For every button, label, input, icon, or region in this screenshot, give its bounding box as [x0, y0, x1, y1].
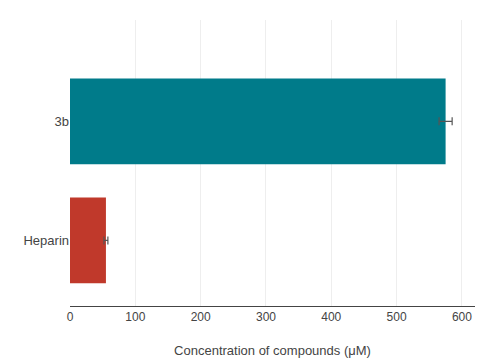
svg-text:500: 500 — [387, 310, 407, 324]
svg-text:200: 200 — [191, 310, 211, 324]
svg-text:400: 400 — [321, 310, 341, 324]
svg-text:300: 300 — [256, 310, 276, 324]
svg-text:100: 100 — [125, 310, 145, 324]
svg-text:0: 0 — [67, 310, 74, 324]
svg-text:Heparin: Heparin — [23, 233, 69, 248]
svg-text:3b: 3b — [55, 114, 69, 129]
svg-text:Concentration of compounds (μM: Concentration of compounds (μM) — [174, 343, 371, 358]
svg-text:600: 600 — [452, 310, 472, 324]
